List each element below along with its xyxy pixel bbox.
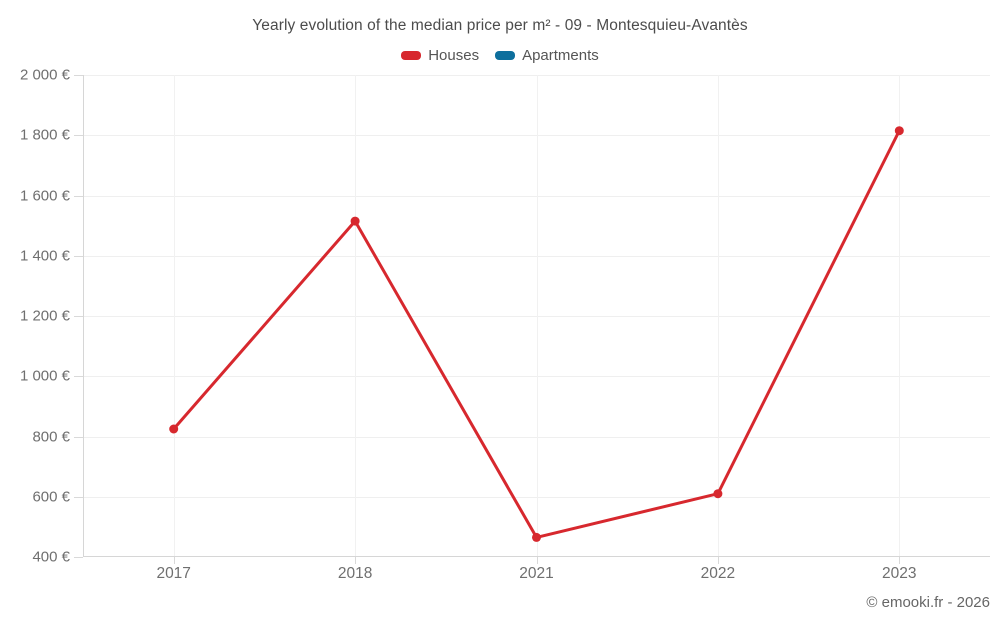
x-axis-tick (173, 557, 175, 564)
x-axis-tick (717, 557, 719, 564)
y-axis-tick (74, 75, 83, 76)
y-axis-labels: 400 € 600 € 800 € 1 000 € 1 200 € 1 400 € 1 60… (0, 67, 70, 566)
x-tick-label-2022: 2022 (700, 565, 736, 582)
copyright-footer: © emooki.fr - 2026 (866, 594, 990, 611)
y-axis-tick (74, 436, 83, 438)
x-axis-tick (899, 557, 901, 564)
y-tick-label: 800 € (32, 428, 70, 445)
x-axis-line (83, 556, 990, 557)
y-axis-tick (74, 195, 83, 197)
x-axis-labels: 2017 2018 2021 2022 2023 (83, 565, 990, 589)
plot-area (74, 75, 990, 564)
y-axis-tick (74, 376, 83, 378)
legend-label-houses: Houses (428, 47, 480, 64)
y-axis-tick (74, 135, 83, 137)
houses-series-swatch-icon (401, 51, 422, 60)
y-axis-line (83, 75, 84, 557)
x-axis-tick (355, 557, 357, 564)
legend-item-apartments[interactable]: Apartments (495, 47, 599, 64)
y-tick-label: 400 € (32, 548, 70, 566)
y-tick-label: 1 400 € (19, 247, 70, 265)
y-axis-tick (74, 557, 83, 558)
y-tick-label: 2 000 € (19, 66, 70, 84)
x-tick-label-2021: 2021 (519, 565, 554, 582)
y-tick-label: 600 € (32, 488, 70, 506)
x-gridline (899, 75, 901, 557)
y-axis-tick (74, 255, 83, 257)
apartments-series-swatch-icon (495, 51, 516, 60)
legend-label-apartments: Apartments (522, 47, 599, 64)
y-tick-label: 1 200 € (19, 307, 70, 325)
x-gridline (536, 75, 538, 557)
data-point-houses-2017[interactable] (169, 424, 179, 434)
data-point-houses-2023[interactable] (894, 126, 904, 136)
x-gridline (355, 75, 357, 557)
data-point-houses-2021[interactable] (532, 532, 541, 542)
series-plot (169, 126, 904, 542)
series-line-houses (172, 129, 901, 539)
y-tick-label: 1 800 € (19, 126, 70, 144)
x-gridline (717, 75, 719, 557)
x-tick-label-2023: 2023 (882, 565, 917, 582)
y-axis-tick (74, 496, 83, 498)
data-point-houses-2022[interactable] (713, 489, 723, 499)
x-tick-label-2017: 2017 (156, 565, 191, 582)
chart-title: Yearly evolution of the median price per… (252, 17, 748, 34)
y-tick-label: 1 600 € (19, 187, 70, 204)
y-tick-label: 1 000 € (19, 367, 70, 385)
x-gridline (173, 75, 175, 557)
data-point-houses-2018[interactable] (350, 216, 360, 226)
legend: Houses Apartments (0, 47, 1000, 64)
x-tick-label-2018: 2018 (337, 565, 373, 582)
legend-item-houses[interactable]: Houses (401, 47, 479, 64)
x-axis-tick (536, 557, 538, 564)
y-axis-tick (74, 316, 83, 317)
